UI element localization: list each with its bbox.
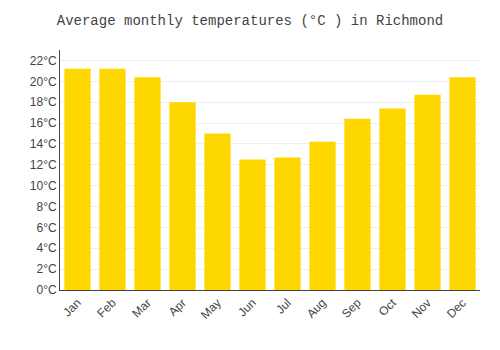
svg-text:Mar: Mar — [129, 296, 154, 321]
svg-text:Dec: Dec — [444, 296, 469, 321]
svg-text:6°C: 6°C — [36, 221, 56, 235]
svg-text:10°C: 10°C — [30, 179, 57, 193]
svg-text:22°C: 22°C — [30, 54, 57, 68]
svg-text:Feb: Feb — [94, 296, 119, 321]
svg-text:16°C: 16°C — [30, 116, 57, 130]
svg-text:Jun: Jun — [235, 296, 259, 320]
svg-text:18°C: 18°C — [30, 95, 57, 109]
svg-text:Aug: Aug — [304, 296, 329, 321]
svg-text:12°C: 12°C — [30, 158, 57, 172]
svg-text:May: May — [198, 296, 224, 322]
svg-text:20°C: 20°C — [30, 75, 57, 89]
svg-text:14°C: 14°C — [30, 137, 57, 151]
svg-text:Apr: Apr — [166, 296, 189, 319]
svg-text:Jan: Jan — [60, 296, 84, 320]
svg-text:0°C: 0°C — [36, 283, 56, 297]
svg-text:2°C: 2°C — [36, 262, 56, 276]
svg-text:8°C: 8°C — [36, 200, 56, 214]
svg-text:Sep: Sep — [339, 296, 364, 321]
svg-text:Oct: Oct — [376, 295, 400, 319]
svg-text:Nov: Nov — [409, 296, 434, 321]
svg-text:Average monthly temperatures (: Average monthly temperatures (°C ) in Ri… — [57, 13, 443, 29]
svg-text:4°C: 4°C — [36, 241, 56, 255]
svg-text:Jul: Jul — [273, 296, 294, 317]
